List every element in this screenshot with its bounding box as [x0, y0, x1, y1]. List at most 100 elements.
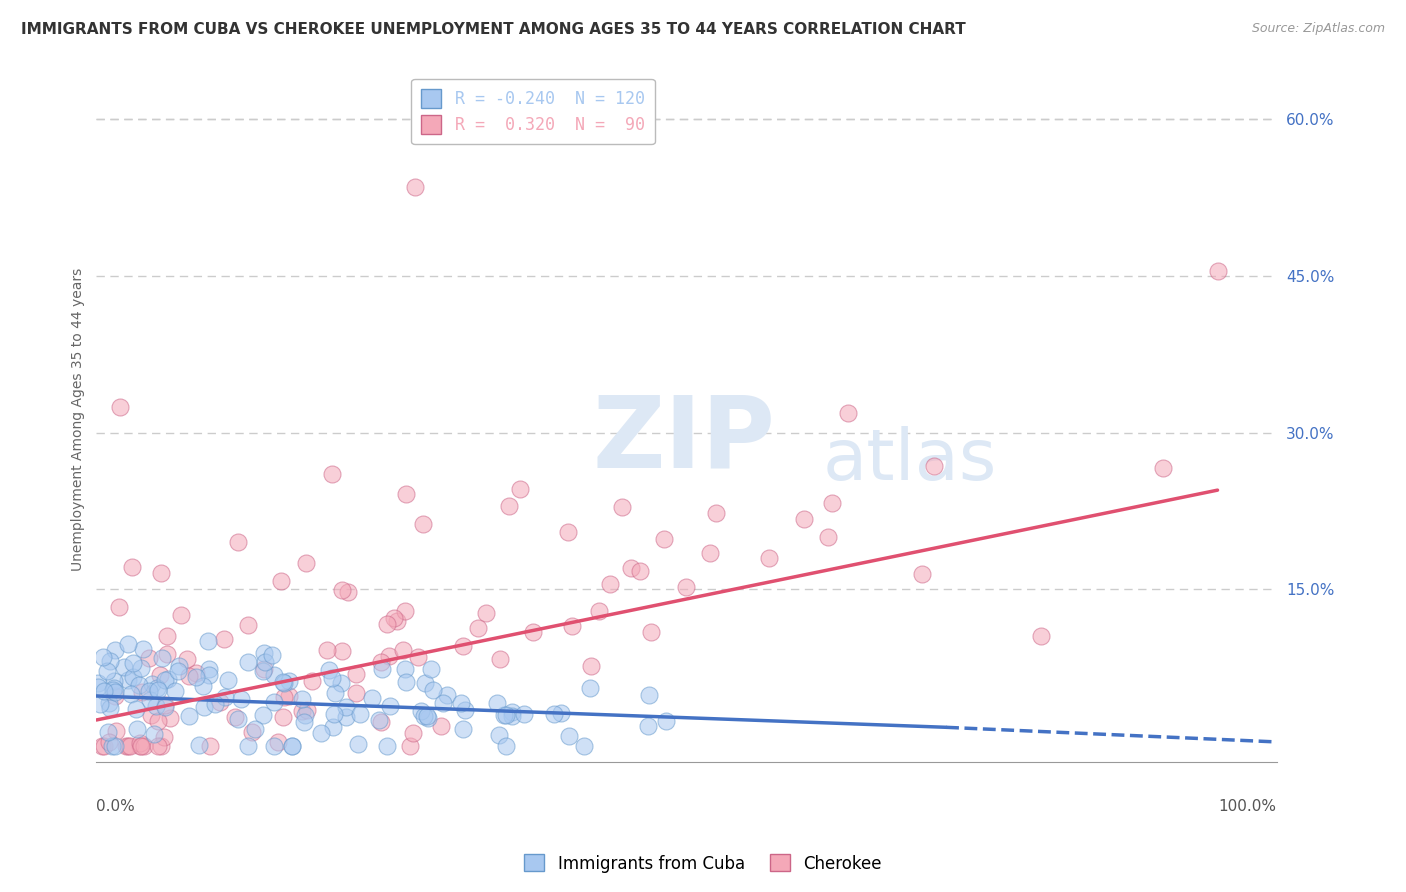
- Point: [454, 703, 477, 717]
- Point: [129, 739, 152, 753]
- Point: [198, 739, 221, 753]
- Text: 0.0%: 0.0%: [97, 799, 135, 814]
- Point: [142, 726, 165, 740]
- Point: [411, 704, 433, 718]
- Point: [485, 696, 508, 710]
- Point: [204, 697, 226, 711]
- Point: [128, 678, 150, 692]
- Point: [263, 668, 285, 682]
- Point: [637, 718, 659, 732]
- Point: [226, 535, 249, 549]
- Point: [375, 739, 398, 753]
- Point: [252, 664, 274, 678]
- Point: [101, 683, 124, 698]
- Point: [432, 696, 454, 710]
- Point: [371, 662, 394, 676]
- Point: [513, 707, 536, 722]
- Point: [394, 662, 416, 676]
- Point: [412, 517, 434, 532]
- Point: [311, 726, 333, 740]
- Point: [489, 652, 512, 666]
- Point: [141, 708, 163, 723]
- Point: [318, 663, 340, 677]
- Point: [522, 625, 544, 640]
- Point: [321, 671, 343, 685]
- Point: [159, 711, 181, 725]
- Point: [138, 651, 160, 665]
- Point: [316, 643, 339, 657]
- Text: Source: ZipAtlas.com: Source: ZipAtlas.com: [1251, 22, 1385, 36]
- Point: [392, 642, 415, 657]
- Point: [114, 739, 136, 753]
- Point: [450, 696, 472, 710]
- Point: [579, 681, 602, 696]
- Point: [475, 606, 498, 620]
- Point: [322, 720, 344, 734]
- Point: [612, 500, 634, 515]
- Point: [404, 180, 426, 194]
- Point: [281, 739, 304, 753]
- Point: [243, 722, 266, 736]
- Point: [572, 739, 595, 753]
- Point: [380, 698, 402, 713]
- Point: [214, 632, 236, 647]
- Point: [96, 664, 118, 678]
- Point: [382, 610, 405, 624]
- Point: [911, 566, 934, 581]
- Point: [401, 726, 423, 740]
- Point: [104, 739, 127, 753]
- Point: [120, 739, 142, 753]
- Point: [153, 698, 176, 712]
- Point: [105, 724, 128, 739]
- Point: [638, 688, 661, 702]
- Point: [655, 714, 678, 728]
- Point: [129, 739, 152, 753]
- Point: [588, 604, 610, 618]
- Point: [346, 737, 368, 751]
- Point: [406, 650, 429, 665]
- Point: [150, 566, 173, 580]
- Point: [543, 707, 565, 722]
- Point: [699, 546, 721, 560]
- Point: [97, 725, 120, 739]
- Legend: R = -0.240  N = 120, R =  0.320  N =  90: R = -0.240 N = 120, R = 0.320 N = 90: [412, 78, 655, 145]
- Point: [184, 670, 207, 684]
- Point: [170, 607, 193, 622]
- Point: [375, 616, 398, 631]
- Point: [344, 686, 367, 700]
- Point: [271, 675, 294, 690]
- Point: [451, 722, 474, 736]
- Point: [291, 691, 314, 706]
- Point: [104, 685, 127, 699]
- Point: [416, 709, 439, 723]
- Point: [640, 625, 662, 640]
- Point: [156, 647, 179, 661]
- Point: [436, 688, 458, 702]
- Point: [198, 668, 221, 682]
- Point: [413, 676, 436, 690]
- Point: [267, 735, 290, 749]
- Point: [295, 556, 318, 570]
- Point: [146, 681, 169, 695]
- Point: [1206, 264, 1229, 278]
- Point: [599, 576, 621, 591]
- Point: [108, 599, 131, 614]
- Point: [238, 617, 260, 632]
- Point: [148, 739, 170, 753]
- Point: [509, 482, 531, 496]
- Point: [370, 714, 392, 729]
- Point: [103, 681, 125, 696]
- Point: [419, 662, 441, 676]
- Point: [129, 736, 152, 750]
- Point: [273, 690, 295, 704]
- Point: [260, 648, 283, 663]
- Point: [169, 659, 191, 673]
- Point: [153, 731, 176, 745]
- Point: [301, 673, 323, 688]
- Point: [321, 467, 343, 482]
- Point: [557, 524, 579, 539]
- Point: [652, 532, 675, 546]
- Point: [121, 559, 143, 574]
- Point: [368, 713, 391, 727]
- Point: [253, 646, 276, 660]
